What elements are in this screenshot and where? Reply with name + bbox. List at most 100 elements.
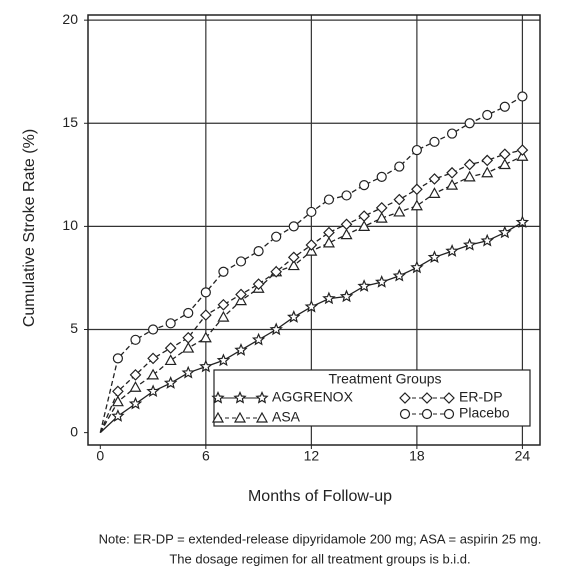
legend-marker xyxy=(255,390,269,404)
legend-marker xyxy=(399,408,411,420)
marker xyxy=(446,128,458,139)
marker xyxy=(463,170,476,182)
marker xyxy=(376,171,387,182)
marker xyxy=(183,307,194,319)
marker xyxy=(429,136,440,147)
marker xyxy=(199,359,213,373)
legend-title: Treatment Groups xyxy=(328,371,441,387)
marker xyxy=(304,299,319,313)
y-tick-label: 10 xyxy=(62,217,78,233)
marker xyxy=(498,158,511,170)
marker xyxy=(128,396,143,410)
marker xyxy=(428,187,441,198)
marker xyxy=(112,385,124,398)
marker xyxy=(515,215,530,228)
marker xyxy=(217,298,230,311)
legend-box xyxy=(213,369,531,427)
marker xyxy=(129,381,142,392)
y-tick-label: 0 xyxy=(70,423,78,439)
marker xyxy=(287,259,300,271)
marker xyxy=(218,266,229,277)
marker xyxy=(270,265,283,278)
marker xyxy=(359,180,370,191)
marker xyxy=(182,331,195,344)
marker xyxy=(340,218,353,231)
marker xyxy=(323,194,335,205)
marker xyxy=(462,237,477,251)
marker xyxy=(111,409,125,422)
marker xyxy=(446,178,459,190)
marker xyxy=(446,166,458,179)
marker xyxy=(199,331,212,343)
marker xyxy=(393,205,406,217)
marker xyxy=(251,332,266,346)
marker xyxy=(181,365,195,379)
legend-marker xyxy=(421,408,433,420)
marker xyxy=(463,158,476,171)
marker xyxy=(339,289,354,303)
marker xyxy=(341,190,352,201)
legend-marker xyxy=(211,411,225,423)
legend-marker xyxy=(255,411,269,423)
x-tick-label: 12 xyxy=(304,448,320,464)
marker xyxy=(411,183,423,196)
marker xyxy=(499,101,510,112)
x-axis-label: Months of Follow-up xyxy=(248,488,392,505)
y-tick-label: 5 xyxy=(70,320,78,336)
marker xyxy=(516,144,529,156)
marker xyxy=(323,226,335,239)
marker xyxy=(481,154,494,167)
marker xyxy=(306,206,317,218)
marker xyxy=(481,166,494,178)
marker xyxy=(164,354,177,366)
marker xyxy=(394,161,405,172)
marker xyxy=(147,368,160,380)
marker xyxy=(410,199,423,211)
legend-label: ER-DP xyxy=(459,389,503,405)
legend-label: AGGRENOX xyxy=(272,389,354,405)
note: Note: ER-DP = extended-release dipyridam… xyxy=(99,531,542,546)
plot-frame xyxy=(87,14,541,446)
marker xyxy=(287,310,301,323)
marker xyxy=(164,342,177,354)
marker xyxy=(498,225,512,239)
marker xyxy=(252,278,265,290)
legend-marker xyxy=(443,408,455,420)
marker xyxy=(112,353,123,364)
marker xyxy=(199,309,212,321)
x-tick-label: 6 xyxy=(202,448,210,464)
marker xyxy=(427,250,442,264)
marker xyxy=(111,395,124,407)
marker xyxy=(393,193,406,206)
marker xyxy=(234,343,248,356)
x-tick-label: 18 xyxy=(409,448,425,464)
marker xyxy=(480,233,494,247)
marker xyxy=(165,318,176,329)
marker xyxy=(464,118,475,129)
marker xyxy=(269,322,283,336)
marker xyxy=(410,260,424,274)
marker xyxy=(305,239,318,251)
x-tick-label: 24 xyxy=(515,448,531,464)
marker xyxy=(163,376,178,389)
legend-marker xyxy=(421,392,433,404)
marker xyxy=(517,91,528,102)
marker xyxy=(288,221,299,232)
marker xyxy=(411,144,422,156)
marker xyxy=(147,352,159,365)
y-axis-label: Cumulative Stroke Rate (%) xyxy=(21,129,38,327)
marker xyxy=(271,231,282,242)
x-tick-label: 0 xyxy=(96,448,104,464)
marker xyxy=(322,291,336,305)
marker xyxy=(182,341,195,353)
marker xyxy=(130,334,141,345)
marker xyxy=(200,287,211,298)
marker xyxy=(375,201,388,214)
marker xyxy=(340,228,353,240)
legend-label: ASA xyxy=(272,409,301,425)
marker xyxy=(235,288,247,301)
legend-marker xyxy=(233,411,247,423)
y-tick-label: 15 xyxy=(62,114,78,130)
marker xyxy=(146,384,160,398)
marker xyxy=(428,173,441,185)
